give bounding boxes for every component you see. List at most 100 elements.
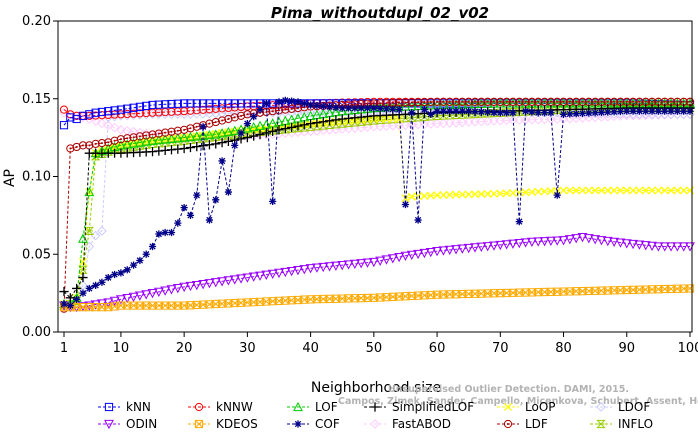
point-fastabod [116,125,126,135]
legend-label-odin: ODIN [126,417,157,431]
point-cof [559,110,568,118]
point-knn [78,111,88,120]
point-lof [147,135,158,145]
point-odin [666,242,676,252]
point-ldf [420,98,429,107]
point-ldf [496,97,505,106]
point-cof [66,301,74,310]
series-line-odin [63,236,690,308]
point-odin [122,294,133,304]
point-loop [648,186,657,195]
point-cof [199,123,207,131]
point-odin [463,243,474,254]
point-ldof [305,107,316,118]
point-odin [577,233,588,243]
point-ldf [426,97,435,107]
point-odin [678,242,689,252]
legend-item-ldof: LDOF [590,400,650,414]
point-odin [179,282,190,293]
point-ldf [274,106,284,115]
point-ldf [230,113,239,122]
point-odin [394,252,405,263]
point-simplifiedlof [72,283,82,294]
point-cof [566,110,574,118]
point-loop [502,189,511,198]
point-knn [91,108,100,117]
point-lof [153,134,164,145]
point-ldf [135,132,144,141]
point-odin [248,272,259,282]
point-ldof [90,230,101,241]
point-odin [482,242,493,252]
point-odin [368,257,379,268]
legend-item-simplifiedlof: SimplifiedLOF [364,400,474,414]
point-ldf [142,131,151,140]
point-cof [262,99,270,108]
point-odin [501,240,512,250]
point-cof [471,107,479,116]
point-ldof [653,109,664,120]
point-loop [433,191,442,200]
legend-item-knnw: kNNW [188,400,253,414]
point-cof [110,270,119,279]
point-knn [123,104,132,113]
point-loop [426,191,435,200]
point-cof [269,197,277,205]
point-loop [78,257,88,267]
point-loop [464,190,473,199]
point-cof [458,107,466,115]
point-loop [629,186,638,195]
legend-label-simplifiedlof: SimplifiedLOF [392,400,474,414]
point-odin [621,239,632,249]
point-knn [116,105,126,114]
point-ldf [97,138,107,148]
legend-marker-knnw [194,402,204,412]
point-cof [635,107,644,115]
point-loop [451,190,461,199]
point-ldf [148,130,157,139]
point-simplifiedlof [268,126,278,137]
point-cof [509,109,517,117]
point-knn [186,99,195,108]
legend-marker-knn [104,402,114,412]
point-lof [141,136,152,146]
point-loop [477,190,486,199]
point-ldf [129,133,138,142]
point-odin [387,254,398,264]
legend-item-fastabod: FastABOD [364,417,451,431]
point-loop [470,190,480,199]
point-loop [540,187,549,196]
point-cof [92,281,100,289]
point-ldf [154,129,163,138]
point-ldf [167,127,176,136]
point-simplifiedlof [249,131,259,141]
point-cof [578,109,587,117]
point-knn [217,99,227,108]
legend-item-knn: kNN [98,400,151,414]
point-cof [408,109,416,117]
point-cof [117,269,125,277]
point-lof [242,123,253,133]
point-ldf [508,97,518,106]
point-knnw [173,107,182,116]
point-lof [160,134,171,144]
legend-item-odin: ODIN [98,417,157,431]
point-fastabod [103,120,114,131]
point-ldof [659,109,670,120]
point-knn [104,107,113,116]
point-odin [305,264,316,274]
point-ldf [445,97,454,106]
x-axis-label: Neighborhood size [311,380,441,396]
point-cof [85,284,93,293]
point-lof [223,126,234,137]
point-loop [654,186,663,195]
point-ldf [483,97,492,106]
point-knnw [224,103,233,113]
legend-item-inflo: INFLO [590,417,653,431]
point-knn [142,101,151,111]
point-cof [629,107,637,115]
point-ldof [546,107,556,118]
x-tick-label: 90 [618,341,635,356]
point-cof [521,107,530,115]
point-odin [457,244,468,254]
